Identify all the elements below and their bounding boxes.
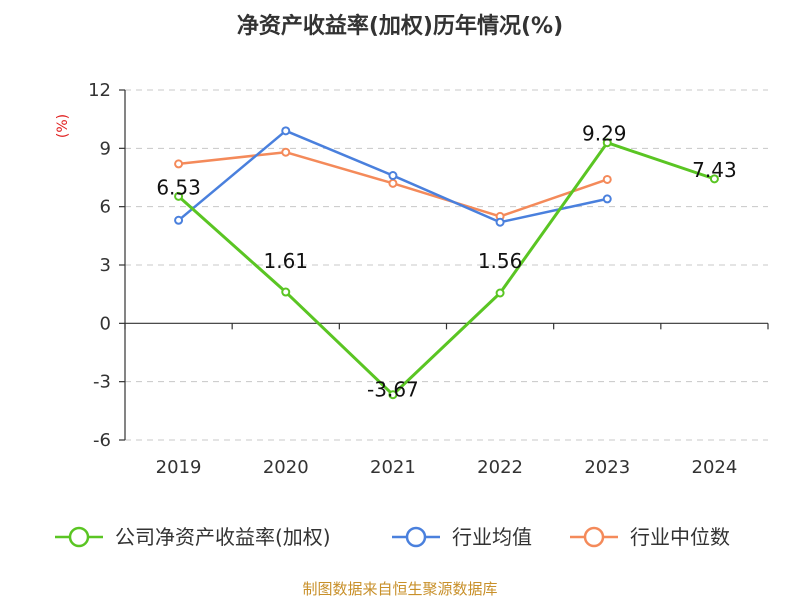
y-tick-label: 9 — [100, 138, 111, 159]
legend-label-0: 公司净资产收益率(加权) — [115, 525, 331, 549]
legend-marker-0 — [68, 526, 90, 548]
data-point — [602, 194, 612, 204]
x-tick-label: 2019 — [156, 457, 202, 478]
data-label: -3.67 — [367, 378, 419, 402]
x-tick-label: 2020 — [263, 457, 309, 478]
source-note: 制图数据来自恒生聚源数据库 — [302, 580, 497, 598]
data-label: 6.53 — [156, 175, 201, 199]
data-point — [174, 215, 184, 225]
data-label: 7.43 — [692, 158, 737, 182]
data-point — [709, 174, 719, 184]
y-tick-label: 3 — [100, 255, 111, 276]
x-tick-label: 2021 — [370, 457, 416, 478]
data-label: 1.61 — [263, 249, 308, 273]
x-tick-label: 2022 — [477, 457, 523, 478]
x-tick-label: 2023 — [584, 457, 630, 478]
data-point — [281, 287, 291, 297]
data-point — [388, 178, 398, 188]
y-tick-label: -3 — [93, 372, 111, 393]
series-line-0 — [177, 141, 715, 397]
legend-marker-1 — [405, 526, 427, 548]
y-tick-label: 6 — [100, 197, 111, 218]
data-point — [388, 171, 398, 181]
y-tick-label: -6 — [93, 430, 111, 451]
legend-marker-2 — [583, 526, 605, 548]
chart-title: 净资产收益率(加权)历年情况(%) — [237, 13, 563, 39]
y-tick-label: 0 — [100, 313, 111, 334]
data-point — [602, 174, 612, 184]
legend-label-2: 行业中位数 — [630, 525, 730, 549]
y-axis-unit: (%) — [55, 114, 71, 138]
data-point — [495, 217, 505, 227]
data-point — [388, 390, 398, 400]
data-point — [174, 159, 184, 169]
x-tick-label: 2024 — [692, 457, 738, 478]
data-point — [602, 138, 612, 148]
data-point — [281, 147, 291, 157]
data-point — [281, 126, 291, 136]
legend-label-1: 行业均值 — [452, 525, 532, 549]
data-label: 1.56 — [478, 249, 523, 273]
data-point — [495, 288, 505, 298]
data-point — [174, 191, 184, 201]
y-tick-label: 12 — [88, 80, 111, 101]
data-label: 9.29 — [582, 122, 627, 146]
